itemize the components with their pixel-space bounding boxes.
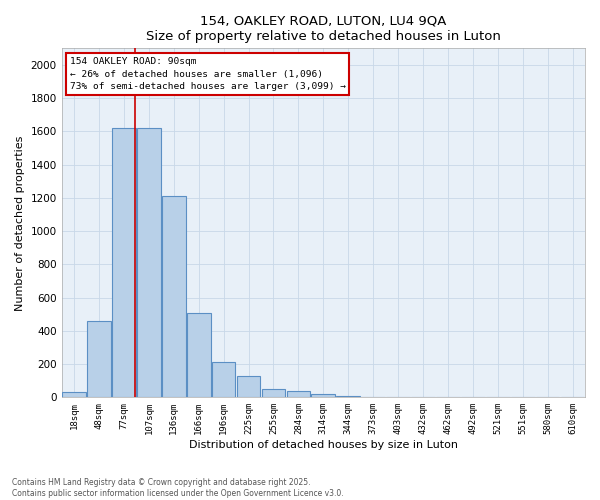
- Bar: [62, 392, 86, 398]
- Bar: [212, 362, 235, 398]
- Bar: [87, 321, 111, 398]
- Bar: [237, 376, 260, 398]
- X-axis label: Distribution of detached houses by size in Luton: Distribution of detached houses by size …: [189, 440, 458, 450]
- Bar: [112, 128, 136, 398]
- Bar: [337, 396, 360, 398]
- Text: 154 OAKLEY ROAD: 90sqm
← 26% of detached houses are smaller (1,096)
73% of semi-: 154 OAKLEY ROAD: 90sqm ← 26% of detached…: [70, 57, 346, 91]
- Bar: [262, 389, 286, 398]
- Bar: [311, 394, 335, 398]
- Bar: [287, 390, 310, 398]
- Text: Contains HM Land Registry data © Crown copyright and database right 2025.
Contai: Contains HM Land Registry data © Crown c…: [12, 478, 344, 498]
- Bar: [162, 196, 185, 398]
- Y-axis label: Number of detached properties: Number of detached properties: [15, 135, 25, 310]
- Bar: [137, 128, 161, 398]
- Bar: [187, 312, 211, 398]
- Title: 154, OAKLEY ROAD, LUTON, LU4 9QA
Size of property relative to detached houses in: 154, OAKLEY ROAD, LUTON, LU4 9QA Size of…: [146, 15, 501, 43]
- Bar: [361, 396, 385, 398]
